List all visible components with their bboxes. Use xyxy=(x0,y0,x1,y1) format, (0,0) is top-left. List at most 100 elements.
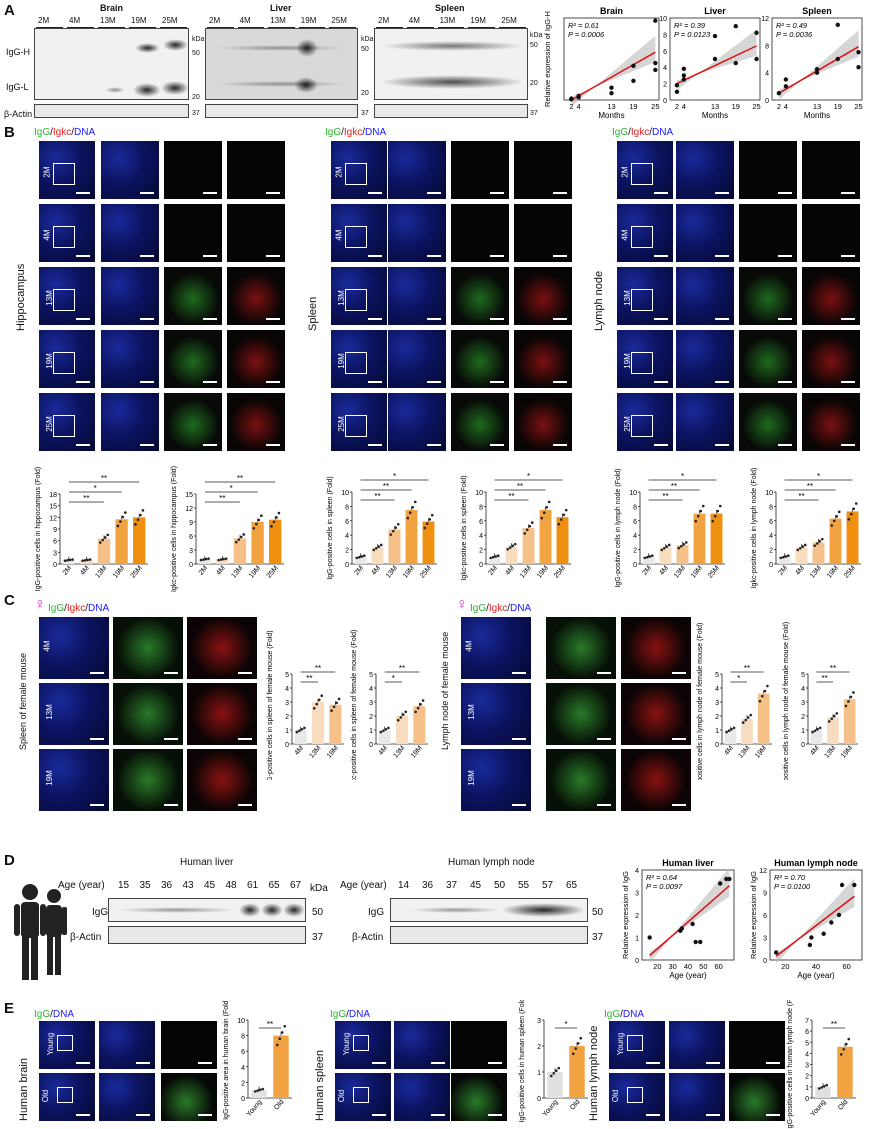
data-point xyxy=(298,729,301,732)
data-point xyxy=(106,533,110,537)
age-lane-label: 48 xyxy=(225,880,237,891)
x-tick-label: 4M xyxy=(378,745,390,757)
data-point xyxy=(579,1036,583,1040)
data-point xyxy=(773,950,779,955)
scale-bar xyxy=(490,192,504,194)
blot-a-brain-title: Brain xyxy=(100,3,124,13)
plot-frame xyxy=(563,17,660,101)
data-point xyxy=(489,556,493,560)
zoom-box xyxy=(345,226,367,248)
row-age-label: 25M xyxy=(336,416,346,432)
spleen-blot xyxy=(374,28,528,100)
x-tick-label: 13M xyxy=(230,565,244,580)
y-tick-label: 0 xyxy=(763,958,767,965)
data-point xyxy=(542,511,546,514)
significance-label: ** xyxy=(374,492,380,501)
x-tick-label: 13M xyxy=(737,745,751,760)
bar xyxy=(378,730,391,744)
data-point xyxy=(825,1083,829,1087)
row-age-label: 19M xyxy=(466,770,476,786)
micrograph xyxy=(160,1072,218,1122)
bar xyxy=(710,513,723,564)
data-point xyxy=(320,694,324,697)
micrograph xyxy=(98,1072,156,1122)
stain-legend-slash1: / xyxy=(486,603,489,614)
micrograph xyxy=(38,1072,96,1122)
y-tick-label: 2 xyxy=(345,548,349,555)
bar xyxy=(395,716,409,744)
bar xyxy=(505,546,518,564)
bar xyxy=(115,519,128,564)
data-point xyxy=(724,876,729,882)
y-tick-label: 8 xyxy=(241,1034,245,1041)
scale-bar xyxy=(372,1114,386,1116)
micrograph xyxy=(387,266,447,326)
bar xyxy=(388,529,401,564)
data-point xyxy=(818,540,822,543)
row-age-label: 13M xyxy=(622,290,632,306)
data-point xyxy=(511,544,515,548)
data-point xyxy=(696,514,700,518)
micrograph xyxy=(801,329,861,389)
scale-bar xyxy=(490,318,504,320)
zoom-box xyxy=(345,352,367,374)
significance-label: ** xyxy=(830,664,836,673)
stain-legend-dna: DNA xyxy=(348,1009,371,1020)
x-tick-label: 2M xyxy=(62,565,74,577)
scale-bar xyxy=(715,318,729,320)
y-tick-label: 3 xyxy=(53,550,57,557)
y-tick-label: 3 xyxy=(635,891,639,898)
micrograph xyxy=(801,140,861,200)
x-axis-label: Age (year) xyxy=(669,971,707,980)
data-point xyxy=(283,1024,287,1028)
bar xyxy=(198,559,211,564)
x-tick-label: 4 xyxy=(577,102,581,111)
data-point xyxy=(574,1047,578,1050)
spleen-actin-blot xyxy=(374,104,528,118)
zoom-box xyxy=(345,289,367,311)
lane-underline xyxy=(129,27,156,28)
stain-legend-igg: IgG xyxy=(612,127,629,138)
scale-bar xyxy=(140,255,154,257)
stain-legend-igg: IgG xyxy=(330,1009,347,1020)
bar xyxy=(778,556,791,564)
y-tick-label: 6 xyxy=(633,519,637,526)
igg-l-label: IgG-L xyxy=(6,82,29,92)
mw-50-a3: 50 xyxy=(530,42,538,49)
bar xyxy=(311,702,325,744)
data-point xyxy=(139,513,142,517)
x-tick-label: 25M xyxy=(419,565,433,580)
lane-underline xyxy=(406,27,434,28)
stain-legend-igkc: Igkc xyxy=(630,127,650,138)
data-point xyxy=(813,544,817,547)
data-point xyxy=(257,518,261,522)
zoom-box xyxy=(345,163,367,185)
data-point xyxy=(798,546,802,550)
data-point xyxy=(63,559,67,562)
data-point xyxy=(496,554,500,558)
scale-bar xyxy=(90,738,104,740)
significance-label: * xyxy=(564,1020,567,1029)
bar-chart: 0 1 2 3 4 5 4M 13M 19M **** Igkc-positive cells in… xyxy=(783,622,858,780)
scale-bar xyxy=(778,444,792,446)
micrograph xyxy=(387,392,447,452)
significance-label: ** xyxy=(798,492,804,501)
scale-bar xyxy=(164,738,178,740)
scatter-plot: Human liver R² = 0.64P = 0.0097 0 1 2 3 4 20 30 4… xyxy=(621,858,735,980)
zoom-box xyxy=(631,226,653,248)
y-tick-label: 0 xyxy=(189,562,193,569)
y-tick-label: 12 xyxy=(761,16,769,23)
scale-bar xyxy=(646,1062,660,1064)
regression-line xyxy=(676,45,757,85)
mw-50-d1: 50 xyxy=(312,907,324,918)
stain-legend-slash1: / xyxy=(628,127,631,138)
data-point xyxy=(609,85,614,90)
stain-legend-slash1: / xyxy=(50,127,53,138)
row-age-label: 4M xyxy=(334,229,344,241)
data-point xyxy=(817,1087,821,1090)
lane-underline xyxy=(468,27,496,28)
y-tick-label: 3 xyxy=(369,700,373,707)
y-axis-label: IgG-positive area in human brain (Fold) xyxy=(223,1000,230,1120)
